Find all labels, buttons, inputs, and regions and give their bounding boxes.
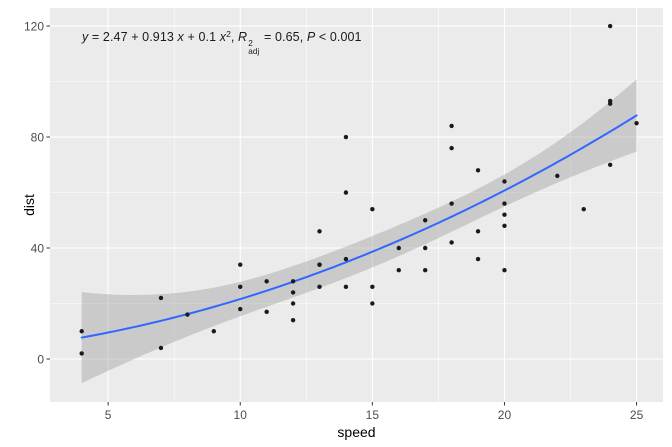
data-point bbox=[238, 284, 243, 290]
data-point bbox=[290, 301, 296, 306]
data-point bbox=[158, 295, 164, 301]
data-point bbox=[449, 240, 454, 245]
data-point bbox=[423, 245, 428, 251]
data-point bbox=[317, 229, 322, 234]
data-point bbox=[79, 329, 84, 334]
data-point bbox=[158, 345, 164, 351]
data-point bbox=[317, 262, 322, 267]
data-point bbox=[238, 306, 243, 312]
data-point bbox=[502, 268, 507, 273]
data-point bbox=[211, 329, 217, 334]
data-point bbox=[343, 134, 349, 140]
y-axis-title: dist bbox=[21, 194, 37, 216]
data-point bbox=[343, 284, 349, 290]
y-axis-tick-label: 0 bbox=[37, 352, 44, 366]
data-point bbox=[370, 301, 375, 306]
data-point bbox=[264, 279, 269, 284]
data-point bbox=[370, 284, 375, 290]
data-point bbox=[475, 229, 481, 234]
data-point bbox=[581, 206, 586, 212]
data-point bbox=[79, 351, 84, 356]
data-point bbox=[502, 201, 507, 206]
data-point bbox=[264, 309, 269, 315]
data-point bbox=[475, 168, 481, 173]
data-point bbox=[290, 290, 296, 295]
data-point bbox=[396, 268, 401, 273]
data-point bbox=[607, 23, 613, 29]
panel-background bbox=[50, 8, 663, 402]
data-point bbox=[343, 190, 349, 195]
x-axis-tick-label: 25 bbox=[630, 408, 644, 422]
equation-annotation: y = 2.47 + 0.913 x + 0.1 x2, R 2 adj = 0.6… bbox=[82, 28, 362, 57]
x-axis-tick-label: 10 bbox=[234, 408, 248, 422]
data-point bbox=[290, 279, 296, 284]
data-point bbox=[423, 268, 428, 273]
data-point bbox=[502, 212, 507, 217]
data-point bbox=[396, 245, 401, 251]
data-point bbox=[238, 262, 243, 267]
data-point bbox=[317, 284, 322, 290]
y-axis-tick-label: 80 bbox=[31, 130, 45, 144]
data-points bbox=[79, 23, 639, 356]
data-point bbox=[423, 218, 428, 223]
y-axis-tick-label: 40 bbox=[31, 241, 45, 255]
data-point bbox=[475, 256, 481, 262]
data-point bbox=[502, 179, 507, 184]
data-point bbox=[449, 145, 454, 151]
y-axis-tick-label: 120 bbox=[24, 19, 44, 33]
regression-line bbox=[80, 114, 638, 339]
data-point bbox=[634, 120, 639, 126]
grid-minor bbox=[50, 8, 663, 402]
r2-adj-stack: 2 adj bbox=[248, 38, 260, 57]
data-point bbox=[449, 201, 454, 206]
data-point bbox=[449, 123, 454, 129]
data-point bbox=[607, 98, 613, 104]
x-axis-tick-label: 15 bbox=[366, 408, 380, 422]
data-point bbox=[290, 317, 296, 323]
x-axis-tick-label: 20 bbox=[498, 408, 512, 422]
data-point bbox=[343, 256, 349, 262]
confidence-ribbon bbox=[81, 79, 637, 384]
data-point bbox=[370, 206, 375, 212]
data-point bbox=[502, 223, 507, 229]
data-point bbox=[185, 312, 190, 317]
x-axis-title: speed bbox=[337, 424, 375, 440]
axis-tick-marks bbox=[46, 25, 638, 406]
data-point bbox=[607, 162, 613, 167]
data-point bbox=[555, 173, 560, 179]
x-axis-tick-label: 5 bbox=[105, 408, 112, 422]
